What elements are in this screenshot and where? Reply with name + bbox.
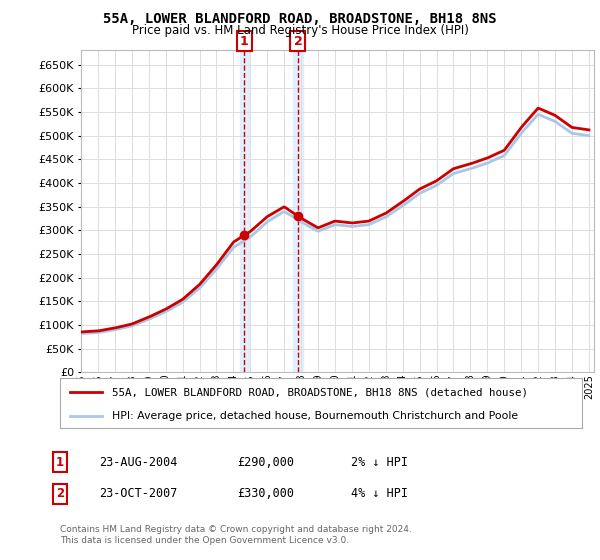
Text: 1: 1 <box>240 35 249 48</box>
Text: 2% ↓ HPI: 2% ↓ HPI <box>351 455 408 469</box>
Text: 23-AUG-2004: 23-AUG-2004 <box>99 455 178 469</box>
Text: £330,000: £330,000 <box>237 487 294 501</box>
Text: 55A, LOWER BLANDFORD ROAD, BROADSTONE, BH18 8NS: 55A, LOWER BLANDFORD ROAD, BROADSTONE, B… <box>103 12 497 26</box>
Text: Price paid vs. HM Land Registry's House Price Index (HPI): Price paid vs. HM Land Registry's House … <box>131 24 469 37</box>
Text: 1: 1 <box>56 455 64 469</box>
Text: 23-OCT-2007: 23-OCT-2007 <box>99 487 178 501</box>
Text: 2: 2 <box>56 487 64 501</box>
Bar <box>293 50 302 372</box>
Text: 2: 2 <box>293 35 302 48</box>
Text: 4% ↓ HPI: 4% ↓ HPI <box>351 487 408 501</box>
Text: 55A, LOWER BLANDFORD ROAD, BROADSTONE, BH18 8NS (detached house): 55A, LOWER BLANDFORD ROAD, BROADSTONE, B… <box>112 387 528 397</box>
Bar <box>240 50 249 372</box>
Text: £290,000: £290,000 <box>237 455 294 469</box>
Text: HPI: Average price, detached house, Bournemouth Christchurch and Poole: HPI: Average price, detached house, Bour… <box>112 411 518 421</box>
Text: Contains HM Land Registry data © Crown copyright and database right 2024.
This d: Contains HM Land Registry data © Crown c… <box>60 525 412 545</box>
